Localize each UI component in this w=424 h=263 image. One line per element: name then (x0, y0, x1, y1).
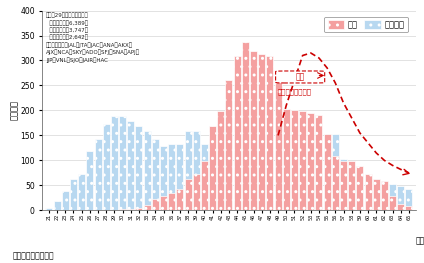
Bar (283, 109, 290, 210)
Bar (365, 174, 371, 210)
Bar (144, 132, 151, 210)
Bar (78, 174, 85, 210)
Bar (258, 54, 265, 210)
Bar (95, 139, 101, 210)
Bar (127, 122, 134, 210)
Bar (226, 80, 232, 210)
Bar (193, 132, 200, 210)
Bar (381, 181, 388, 210)
Bar (283, 136, 290, 210)
Bar (332, 134, 339, 210)
Bar (168, 144, 175, 210)
Bar (348, 169, 355, 210)
Bar (54, 201, 61, 210)
Bar (266, 57, 273, 210)
Bar (119, 117, 126, 210)
Bar (234, 57, 241, 210)
Bar (307, 113, 314, 210)
Legend: 機長, 副操縦士: 機長, 副操縦士 (324, 17, 407, 32)
Text: 山の位置がシフト: 山の位置がシフト (278, 88, 312, 95)
Bar (184, 179, 192, 210)
Bar (168, 193, 175, 210)
Bar (209, 139, 216, 210)
Bar (217, 112, 224, 210)
Bar (184, 132, 192, 210)
Bar (324, 134, 331, 210)
Bar (357, 166, 363, 210)
Text: （平成29年１月１日現在）
  操縦士数　：6,389人
  機長　　　：3,747人
  副操縦士　：2,642人
主要航空会社：JAL、JTA、JAC、AN: （平成29年１月１日現在） 操縦士数 ：6,389人 機長 ：3,747人 副操… (46, 13, 140, 63)
Bar (405, 206, 413, 210)
Bar (176, 189, 183, 210)
Bar (62, 191, 69, 210)
Bar (340, 161, 347, 210)
Bar (357, 174, 363, 210)
Bar (275, 102, 282, 210)
Text: 将来: 将来 (296, 73, 305, 82)
Bar (381, 181, 388, 210)
Bar (160, 146, 167, 210)
Bar (315, 115, 322, 210)
Bar (111, 117, 118, 210)
Bar (389, 184, 396, 210)
Bar (152, 199, 159, 210)
Bar (250, 102, 257, 210)
Bar (332, 156, 339, 210)
Text: 資料）　国土交通省: 資料） 国土交通省 (13, 251, 54, 260)
Bar (176, 144, 183, 210)
FancyBboxPatch shape (276, 71, 325, 83)
Bar (119, 209, 126, 210)
Y-axis label: （人数）: （人数） (10, 100, 19, 120)
Bar (193, 174, 200, 210)
Bar (234, 102, 241, 210)
Bar (201, 161, 208, 210)
Bar (70, 179, 77, 210)
Bar (209, 127, 216, 210)
Bar (291, 110, 298, 210)
Bar (152, 139, 159, 210)
Bar (348, 161, 355, 210)
Bar (127, 209, 134, 210)
Bar (160, 196, 167, 210)
Bar (226, 102, 232, 210)
Bar (86, 151, 93, 210)
Bar (397, 204, 404, 210)
Bar (373, 179, 380, 210)
Bar (201, 144, 208, 210)
Bar (307, 154, 314, 210)
Bar (405, 189, 413, 210)
Bar (275, 77, 282, 210)
Bar (242, 42, 249, 210)
Bar (389, 196, 396, 210)
Bar (324, 134, 331, 210)
Bar (45, 208, 53, 210)
Text: （年齢）: （年齢） (416, 236, 424, 245)
Bar (266, 102, 273, 210)
Bar (136, 208, 142, 210)
Bar (340, 159, 347, 210)
Bar (299, 154, 306, 210)
Bar (373, 179, 380, 210)
Bar (291, 151, 298, 210)
Bar (242, 104, 249, 210)
Bar (103, 124, 110, 210)
Bar (144, 205, 151, 210)
Bar (299, 112, 306, 210)
Bar (315, 151, 322, 210)
Bar (250, 52, 257, 210)
Bar (397, 186, 404, 210)
Bar (217, 124, 224, 210)
Bar (136, 127, 142, 210)
Bar (365, 176, 371, 210)
Bar (258, 102, 265, 210)
